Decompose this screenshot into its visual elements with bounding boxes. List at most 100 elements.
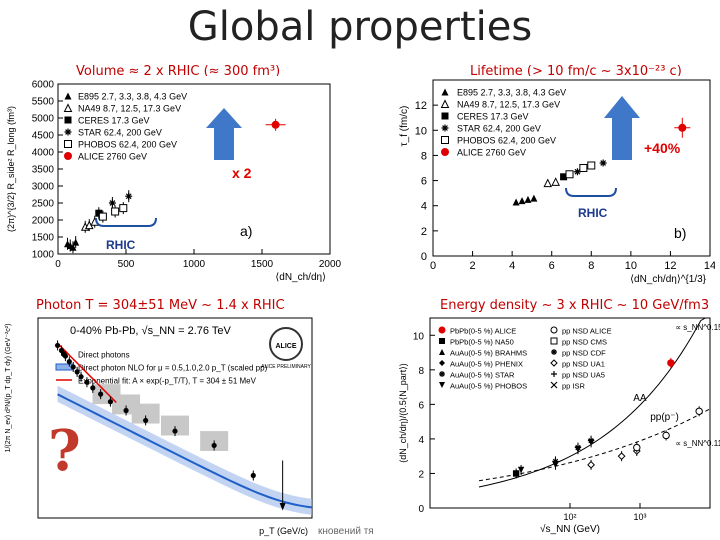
legend-marker	[440, 99, 450, 108]
legend-marker	[550, 359, 558, 367]
data-point	[271, 120, 280, 129]
caption-photon: Photon T = 304±51 MeV ~ 1.4 x RHIC	[36, 298, 285, 313]
data-point	[551, 177, 560, 186]
y-tick-label: 10	[413, 331, 425, 342]
legend-marker	[441, 136, 449, 144]
bracket-rhic-a	[95, 217, 157, 227]
legend-marker-stroke	[550, 381, 558, 389]
legend-entry: AuAu(0-5 %) BRAHMS	[450, 349, 527, 358]
y-tick-label: 1000	[32, 250, 55, 261]
data-point-stroke	[552, 458, 559, 465]
legend-marker	[439, 360, 445, 366]
legend-marker	[441, 148, 449, 156]
legend-marker-stroke	[551, 349, 557, 355]
data-point	[512, 470, 520, 477]
x-tick-label: 1000	[183, 259, 206, 270]
alice-logo-text: ALICE	[276, 343, 297, 350]
chart-photon: 0-40% Pb-Pb, √s_NN = 2.76 TeV ALICE ALICE …	[0, 312, 320, 538]
data-point	[517, 466, 525, 474]
y-tick-label: 8	[418, 366, 424, 377]
data-point-stroke	[108, 199, 116, 207]
data-point	[107, 399, 114, 405]
data-point	[66, 359, 72, 365]
label-rhic-b: RHIC	[578, 206, 608, 220]
legend-marker	[441, 88, 449, 96]
legend-marker	[439, 338, 445, 344]
y-axis-label: 1/(2π N_ev) d²N/(p_T dp_T dy) (GeV⁻²c²)	[5, 324, 12, 453]
x-tick-label: 12	[664, 260, 676, 272]
data-point	[587, 437, 595, 444]
x-tick-label: 1500	[251, 259, 274, 270]
data-point	[587, 161, 596, 170]
x-tick-label: 0	[55, 259, 61, 270]
legend-marker	[64, 128, 72, 136]
y-tick-label: 4	[421, 201, 427, 213]
data-point	[530, 194, 538, 202]
y-tick-label: 2000	[32, 216, 55, 227]
legend-entry: pp NSD CMS	[562, 338, 607, 347]
data-point	[95, 209, 103, 217]
y-axis-label: τ_f (fm/c)	[399, 106, 410, 147]
x-tick-label: 14	[704, 260, 715, 272]
legend-marker	[64, 152, 72, 160]
arrow-up-icon	[604, 96, 640, 160]
nlo-curve	[57, 393, 313, 509]
x-axis-label: ⟨dN_ch/dη⟩	[275, 272, 326, 283]
x-tick-label: 2	[470, 260, 476, 272]
x-tick-label: 10	[625, 260, 637, 272]
badge-label: ALICE PRELIMINARY	[261, 364, 311, 370]
data-point	[54, 342, 61, 349]
data-point	[108, 199, 116, 207]
data-point	[617, 452, 626, 461]
data-point	[119, 204, 128, 213]
data-point	[69, 243, 77, 251]
legend-entry: CERES 17.3 GeV	[78, 116, 150, 126]
y-tick-label: 12	[415, 100, 427, 112]
x-axis-label: ⟨dN_ch/dη⟩^{1/3}	[630, 274, 707, 285]
data-point	[552, 458, 559, 465]
data-point	[98, 212, 107, 221]
curve-label-pp-power: ∝ s_NN^0.11	[675, 439, 720, 448]
legend-marker	[551, 371, 557, 377]
legend-entry: Direct photon NLO for μ = 0.5,1.0,2.0 p_…	[78, 364, 268, 373]
data-point	[72, 238, 80, 246]
data-point	[667, 359, 675, 367]
x-axis-label: √s_NN (GeV)	[540, 523, 600, 535]
y-tick-label: 0	[418, 504, 424, 515]
data-point	[599, 159, 607, 167]
legend-entry: Direct photons	[78, 351, 130, 360]
curve-aa	[478, 317, 710, 488]
y-tick-label: 1500	[32, 233, 55, 244]
y-axis-label: (dN_ch/dη)/(0.5⟨N_part⟩)	[398, 363, 408, 463]
legend-marker-stroke	[64, 128, 72, 136]
data-point	[111, 207, 120, 216]
data-point	[74, 369, 80, 375]
legend-marker-stroke	[439, 371, 445, 377]
chart-lifetime: 0 2 4 6 8 10 12 0 2 4 6 8 10 12 14 ⟨dN_ch/dη⟩^{1/3} τ_f …	[395, 76, 715, 286]
data-point	[678, 123, 687, 132]
data-point	[543, 178, 553, 188]
data-point	[58, 347, 65, 354]
legend-entry: pp NSD ALICE	[562, 327, 612, 336]
data-point-stroke	[599, 159, 607, 167]
y-tick-label: 2	[418, 469, 424, 480]
x-tick-label: 6	[549, 260, 555, 272]
data-point	[633, 443, 641, 452]
plot-frame	[432, 79, 711, 257]
data-point	[78, 374, 84, 380]
data-point	[512, 198, 520, 206]
x-axis-label: p_T (GeV/c)	[259, 526, 308, 536]
data-point	[70, 364, 76, 370]
data-point	[574, 444, 582, 451]
y-tick-label: 4000	[32, 148, 55, 159]
data-point	[662, 431, 670, 440]
caption-lifetime: Lifetime (> 10 fm/c ~ 3x10⁻²³ c)	[470, 64, 682, 79]
legend-entry: pp ISR	[562, 382, 586, 391]
curve-label-pp: pp(p⁻)	[650, 412, 679, 423]
legend-marker	[550, 337, 558, 345]
footer-text: кновений тя	[318, 526, 374, 537]
data-point-stroke	[574, 444, 582, 451]
y-tick-label: 4	[418, 435, 424, 446]
legend-marker	[439, 371, 445, 377]
data-point	[98, 391, 104, 397]
